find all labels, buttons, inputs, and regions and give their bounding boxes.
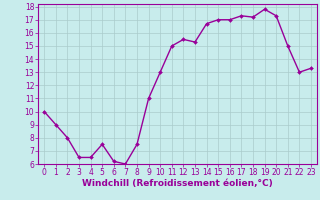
- X-axis label: Windchill (Refroidissement éolien,°C): Windchill (Refroidissement éolien,°C): [82, 179, 273, 188]
